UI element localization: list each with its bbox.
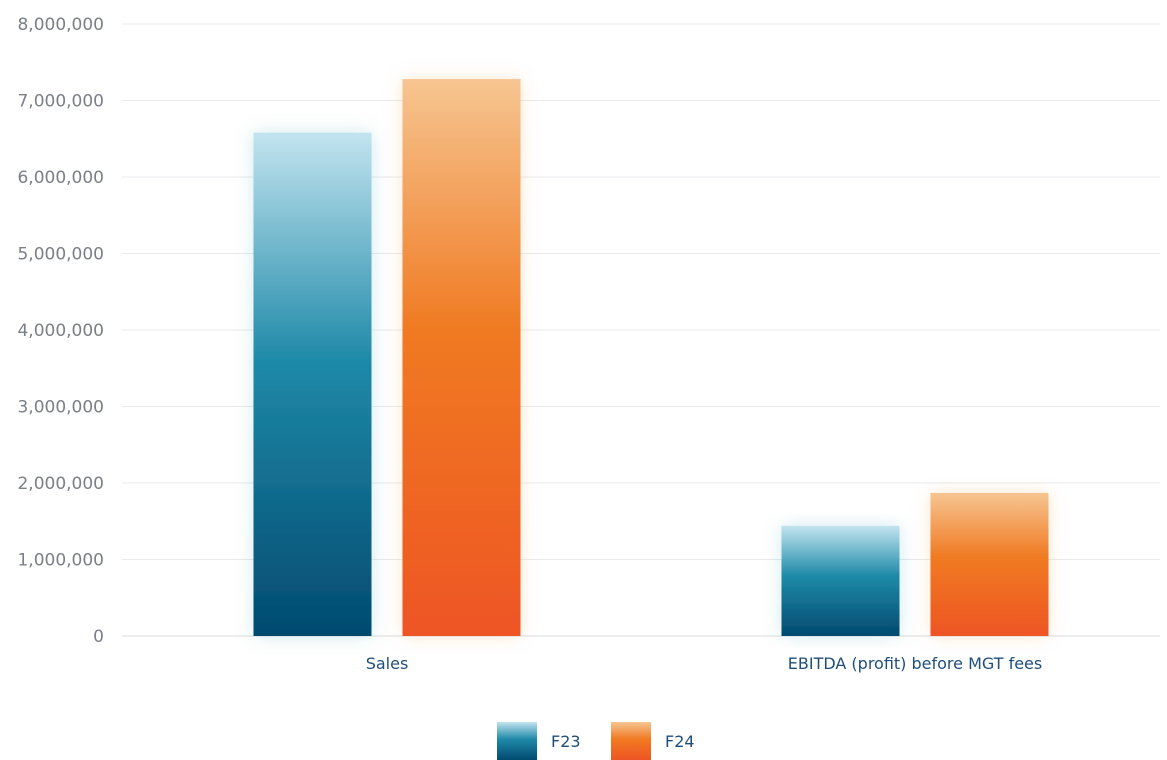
y-tick-label: 7,000,000 — [17, 92, 104, 112]
bar-f24-ebitda[interactable] — [930, 492, 1049, 636]
x-category-label: Sales — [366, 654, 409, 673]
legend: F23 F24 — [497, 722, 695, 760]
legend-item-f23[interactable]: F23 — [497, 722, 581, 760]
bar-f23-ebitda[interactable] — [781, 525, 900, 636]
legend-label: F23 — [551, 732, 581, 751]
legend-swatch — [611, 722, 651, 760]
y-tick-label: 2,000,000 — [17, 474, 104, 494]
y-axis-tick-labels: 0 1,000,000 2,000,000 3,000,000 4,000,000 5,0… — [17, 15, 104, 647]
legend-label: F24 — [665, 732, 695, 751]
legend-swatch — [497, 722, 537, 760]
y-tick-label: 0 — [93, 627, 104, 647]
bar-f23-sales[interactable] — [253, 132, 372, 636]
y-tick-label: 1,000,000 — [17, 551, 104, 571]
y-tick-label: 5,000,000 — [17, 245, 104, 265]
y-tick-label: 6,000,000 — [17, 168, 104, 188]
y-tick-label: 3,000,000 — [17, 398, 104, 418]
bar-f24-sales[interactable] — [402, 79, 521, 636]
bars — [253, 79, 1049, 636]
y-tick-label: 8,000,000 — [17, 15, 104, 35]
y-tick-label: 4,000,000 — [17, 321, 104, 341]
x-axis-category-labels: Sales EBITDA (profit) before MGT fees — [366, 654, 1043, 673]
legend-item-f24[interactable]: F24 — [611, 722, 695, 760]
x-category-label: EBITDA (profit) before MGT fees — [788, 654, 1042, 673]
